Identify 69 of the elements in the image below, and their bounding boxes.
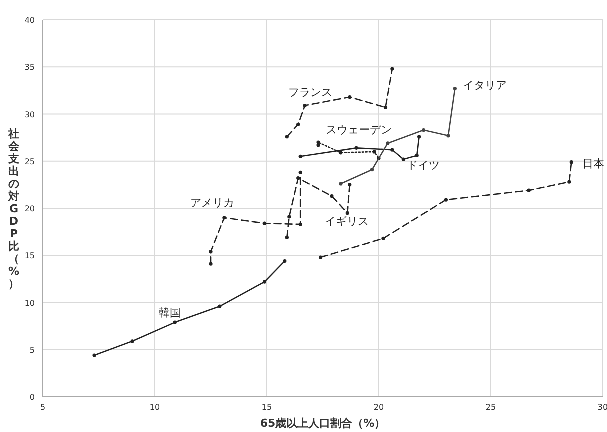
point — [262, 280, 267, 284]
point — [283, 259, 287, 264]
point — [339, 151, 343, 155]
point — [422, 128, 426, 132]
point — [390, 148, 394, 152]
y-tick-label: 35 — [24, 63, 35, 72]
point — [370, 168, 374, 172]
point — [570, 160, 574, 164]
y-tick-label: 15 — [24, 252, 35, 261]
point — [418, 135, 422, 139]
point — [527, 188, 531, 192]
point — [209, 250, 213, 254]
point — [298, 154, 302, 158]
point — [444, 198, 448, 202]
point — [218, 304, 222, 308]
series-label: スウェーデン — [326, 124, 392, 137]
x-axis-title: 65歳以上人口割合（%） — [260, 417, 386, 430]
point — [339, 182, 343, 186]
point — [92, 354, 96, 358]
series-label: ドイツ — [406, 158, 440, 172]
series-label: アメリカ — [190, 196, 235, 210]
point — [453, 87, 457, 91]
point — [354, 146, 358, 150]
point — [262, 222, 267, 226]
point — [285, 236, 289, 240]
point — [384, 106, 388, 110]
series-label: イタリア — [463, 78, 508, 92]
x-tick-label: 15 — [262, 403, 272, 412]
point — [346, 211, 350, 216]
y-tick-label: 25 — [24, 157, 35, 166]
y-tick-label: 20 — [24, 204, 35, 214]
point — [386, 142, 390, 146]
point — [348, 95, 352, 100]
point — [222, 216, 226, 220]
point — [209, 262, 213, 266]
point — [568, 180, 572, 184]
y-tick-label: 0 — [30, 393, 35, 402]
point — [285, 135, 289, 139]
point — [296, 122, 300, 126]
x-tick-label: 20 — [374, 403, 384, 412]
point — [303, 104, 307, 108]
y-tick-label: 30 — [24, 110, 35, 120]
point — [130, 340, 134, 344]
point — [382, 236, 386, 240]
point — [330, 194, 334, 198]
text: 社会支出の対GDP比（%） — [8, 127, 20, 290]
point — [288, 215, 292, 219]
point — [415, 154, 419, 158]
series-label: フランス — [288, 86, 332, 100]
y-tick-label: 10 — [24, 298, 35, 308]
x-tick-label: 25 — [486, 403, 496, 412]
x-tick-label: 10 — [150, 403, 160, 412]
point — [348, 183, 352, 187]
point — [318, 256, 323, 260]
point — [446, 134, 450, 138]
series-label: 日本 — [582, 157, 605, 170]
point — [173, 320, 177, 324]
point — [402, 158, 406, 162]
point — [296, 176, 300, 180]
y-tick-label: 5 — [30, 346, 35, 355]
y-tick-label: 40 — [24, 16, 35, 25]
point — [316, 140, 320, 144]
point — [298, 170, 302, 174]
x-tick-label: 5 — [40, 403, 46, 412]
point — [298, 222, 302, 226]
series-label: 韓国 — [158, 306, 181, 320]
point — [390, 67, 394, 71]
point — [372, 150, 376, 154]
series-label: イギリス — [324, 214, 369, 228]
